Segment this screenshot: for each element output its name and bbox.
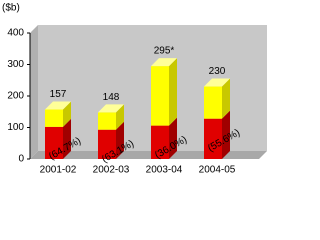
total-label: 148 (103, 92, 120, 103)
y-tick-label: 400 (7, 28, 24, 39)
bar-front (45, 109, 63, 127)
bar-side (63, 101, 71, 127)
left-wall (30, 25, 38, 159)
bar-top (45, 101, 71, 110)
bar-front (151, 66, 169, 126)
bar-top (151, 58, 177, 67)
x-tick-label: 2001-02 (40, 165, 77, 176)
x-tick-label: 2004-05 (199, 165, 236, 176)
bar-side (222, 110, 230, 159)
bar-side (63, 118, 71, 159)
bar-top (98, 104, 124, 113)
bar-front (98, 112, 116, 130)
total-label: 157 (50, 89, 67, 100)
bar-top (204, 78, 230, 87)
y-tick-label: 300 (7, 59, 24, 70)
total-label: 230 (209, 66, 226, 77)
bar-side (169, 117, 177, 159)
y-tick-label: 200 (7, 91, 24, 102)
bar-front (151, 125, 169, 159)
bar-side (116, 104, 124, 130)
bar-side (169, 58, 177, 126)
y-axis-label: ($b) (2, 3, 20, 14)
y-tick-label: 0 (18, 154, 24, 165)
y-tick-label: 100 (7, 122, 24, 133)
x-tick-label: 2003-04 (146, 165, 183, 176)
bar-front (204, 118, 222, 159)
bar-side (222, 78, 230, 119)
chart: ($b) 0100200300400157(64.7%)2001-02148(6… (2, 3, 267, 176)
total-label: 295* (154, 46, 175, 57)
x-tick-label: 2002-03 (93, 165, 130, 176)
bar-side (116, 121, 124, 159)
bar-front (204, 86, 222, 119)
bar-front (98, 129, 116, 159)
page: {"chart_data": {"type": "bar3d-stacked",… (2, 2, 267, 176)
bar-front (45, 126, 63, 159)
